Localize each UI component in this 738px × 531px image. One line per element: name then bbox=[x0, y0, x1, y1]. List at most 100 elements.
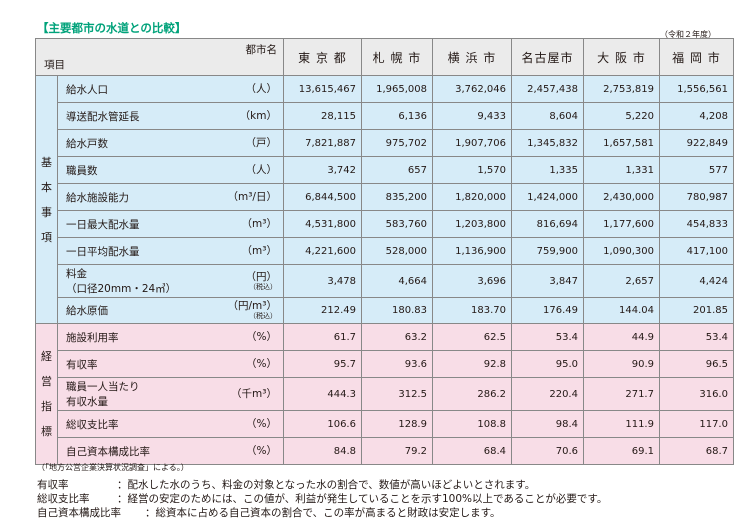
value-cell: 4,208 bbox=[658, 102, 734, 130]
value-cell: 312.5 bbox=[360, 377, 433, 411]
note-term: 自己資本構成比率 bbox=[37, 507, 121, 519]
table-row: 一日平均配水量 （m³） 4,221,600 528,000 1,136,900 759,… bbox=[36, 237, 734, 265]
value-cell: 2,430,000 bbox=[582, 183, 660, 211]
item-label: 料金 bbox=[66, 268, 87, 280]
note-line: 総収支比率 ：経営の安定のためには、この値が、利益が発生していることを示す100%… bbox=[37, 491, 607, 506]
unit-label: （円） bbox=[245, 270, 277, 283]
value-cell: 53.4 bbox=[510, 323, 584, 351]
value-cell: 1,203,800 bbox=[431, 210, 512, 238]
value-cell: 1,820,000 bbox=[431, 183, 512, 211]
value-cell: 183.70 bbox=[431, 297, 512, 324]
value-cell: 98.4 bbox=[510, 410, 584, 438]
value-cell: 454,833 bbox=[658, 210, 734, 238]
city-header: 大 阪 市 bbox=[582, 38, 660, 76]
value-cell: 3,696 bbox=[431, 264, 512, 298]
value-cell: 6,136 bbox=[360, 102, 433, 130]
value-cell: 9,433 bbox=[431, 102, 512, 130]
value-cell: 212.49 bbox=[282, 297, 362, 324]
item-label: 給水原価 bbox=[66, 305, 108, 317]
item-label: 給水人口 bbox=[66, 83, 108, 96]
category-label: 経営指標 bbox=[35, 323, 58, 465]
table-row: 基本事項 給水人口 （人） 13,615,467 1,965,008 3,762,046 2… bbox=[35, 75, 734, 324]
value-cell: 316.0 bbox=[658, 377, 734, 411]
item-cell: 導送配水管延長 bbox=[57, 102, 228, 130]
unit-cell: （m³） bbox=[227, 237, 284, 265]
city-header: 札 幌 市 bbox=[360, 38, 433, 76]
comparison-table: 都市名 項目 東 京 都 札 幌 市 横 浜 市 名古屋市 大 阪 市 福 岡 … bbox=[35, 38, 734, 465]
unit-cell: （%） bbox=[227, 323, 284, 351]
unit-cell: （m³） bbox=[227, 210, 284, 238]
unit-label: （%） bbox=[246, 330, 277, 343]
city-header: 名古屋市 bbox=[510, 38, 584, 76]
value-cell: 1,345,832 bbox=[510, 129, 584, 157]
value-cell: 1,136,900 bbox=[431, 237, 512, 265]
unit-cell: （千m³） bbox=[227, 377, 284, 411]
unit-cell: （戸） bbox=[227, 129, 284, 157]
item-label: 給水施設能力 bbox=[66, 191, 129, 204]
value-cell: 92.8 bbox=[431, 350, 512, 378]
table-row: 職員数 （人） 3,742 657 1,570 1,335 1,331 577 bbox=[36, 156, 734, 184]
unit-cell: （%） bbox=[227, 350, 284, 378]
value-cell: 95.7 bbox=[282, 350, 362, 378]
table-row: 自己資本構成比率 （%） 84.8 79.2 68.4 70.6 69.1 68.7 bbox=[36, 437, 734, 465]
unit-cell: （円/m³） （税込） bbox=[227, 297, 284, 324]
value-cell: 70.6 bbox=[510, 437, 584, 465]
value-cell: 106.6 bbox=[282, 410, 362, 438]
value-cell: 417,100 bbox=[658, 237, 734, 265]
item-cell: 給水人口 bbox=[57, 75, 228, 103]
unit-cell: （km） bbox=[227, 102, 284, 130]
item-label: 給水戸数 bbox=[66, 137, 108, 150]
value-cell: 69.1 bbox=[582, 437, 660, 465]
city-header: 福 岡 市 bbox=[658, 38, 734, 76]
value-cell: 7,821,887 bbox=[282, 129, 362, 157]
item-label: 職員数 bbox=[66, 164, 98, 177]
value-cell: 128.9 bbox=[360, 410, 433, 438]
value-cell: 528,000 bbox=[360, 237, 433, 265]
table-corner-header: 都市名 項目 bbox=[35, 38, 284, 76]
table-row: 総収支比率 （%） 106.6 128.9 108.8 98.4 111.9 117.0 bbox=[36, 410, 734, 438]
value-cell: 1,570 bbox=[431, 156, 512, 184]
table-row: 職員一人当たり 有収水量 （千m³） 444.3 312.5 286.2 220.4 271.… bbox=[36, 377, 734, 411]
value-cell: 90.9 bbox=[582, 350, 660, 378]
value-cell: 5,220 bbox=[582, 102, 660, 130]
value-cell: 108.8 bbox=[431, 410, 512, 438]
city-header: 東 京 都 bbox=[282, 38, 362, 76]
unit-label: （円/m³） bbox=[227, 300, 277, 312]
value-cell: 79.2 bbox=[360, 437, 433, 465]
item-label: 一日平均配水量 bbox=[66, 245, 140, 258]
value-cell: 577 bbox=[658, 156, 734, 184]
item-cell: 総収支比率 bbox=[57, 410, 228, 438]
value-cell: 1,965,008 bbox=[360, 75, 433, 103]
year-note: （令和２年度） bbox=[660, 30, 716, 39]
note-term: 有収率 bbox=[37, 479, 69, 491]
item-label: 施設利用率 bbox=[66, 331, 119, 344]
item-cell: 一日平均配水量 bbox=[57, 237, 228, 265]
value-cell: 3,478 bbox=[282, 264, 362, 298]
value-cell: 2,753,819 bbox=[582, 75, 660, 103]
item-cell: 給水戸数 bbox=[57, 129, 228, 157]
item-label: 導送配水管延長 bbox=[66, 110, 140, 123]
value-cell: 176.49 bbox=[510, 297, 584, 324]
note-line: 有収率 ：配水した水のうち、料金の対象となった水の割合で、数値が高いほどよいとされ… bbox=[37, 477, 535, 492]
value-cell: 61.7 bbox=[282, 323, 362, 351]
table-row: 有収率 （%） 95.7 93.6 92.8 95.0 90.9 96.5 bbox=[36, 350, 734, 378]
value-cell: 96.5 bbox=[658, 350, 734, 378]
unit-cell: （人） bbox=[227, 156, 284, 184]
unit-label: （m³） bbox=[241, 217, 277, 230]
value-cell: 759,900 bbox=[510, 237, 584, 265]
value-cell: 68.4 bbox=[431, 437, 512, 465]
table-row: 導送配水管延長 （km） 28,115 6,136 9,433 8,604 5,220 4,2… bbox=[36, 102, 734, 130]
value-cell: 3,847 bbox=[510, 264, 584, 298]
source-note: （「地方公営企業決算状況調査」による。） bbox=[37, 463, 189, 472]
unit-label: （戸） bbox=[245, 136, 277, 149]
value-cell: 68.7 bbox=[658, 437, 734, 465]
item-cell: 一日最大配水量 bbox=[57, 210, 228, 238]
unit-cell: （人） bbox=[227, 75, 284, 103]
value-cell: 93.6 bbox=[360, 350, 433, 378]
value-cell: 2,457,438 bbox=[510, 75, 584, 103]
value-cell: 117.0 bbox=[658, 410, 734, 438]
value-cell: 62.5 bbox=[431, 323, 512, 351]
category-label: 基本事項 bbox=[35, 75, 58, 324]
note-term: 総収支比率 bbox=[37, 493, 90, 505]
table-row: 経営指標 施設利用率 （%） 61.7 63.2 62.5 53.4 44.9 53.4 bbox=[35, 323, 734, 465]
